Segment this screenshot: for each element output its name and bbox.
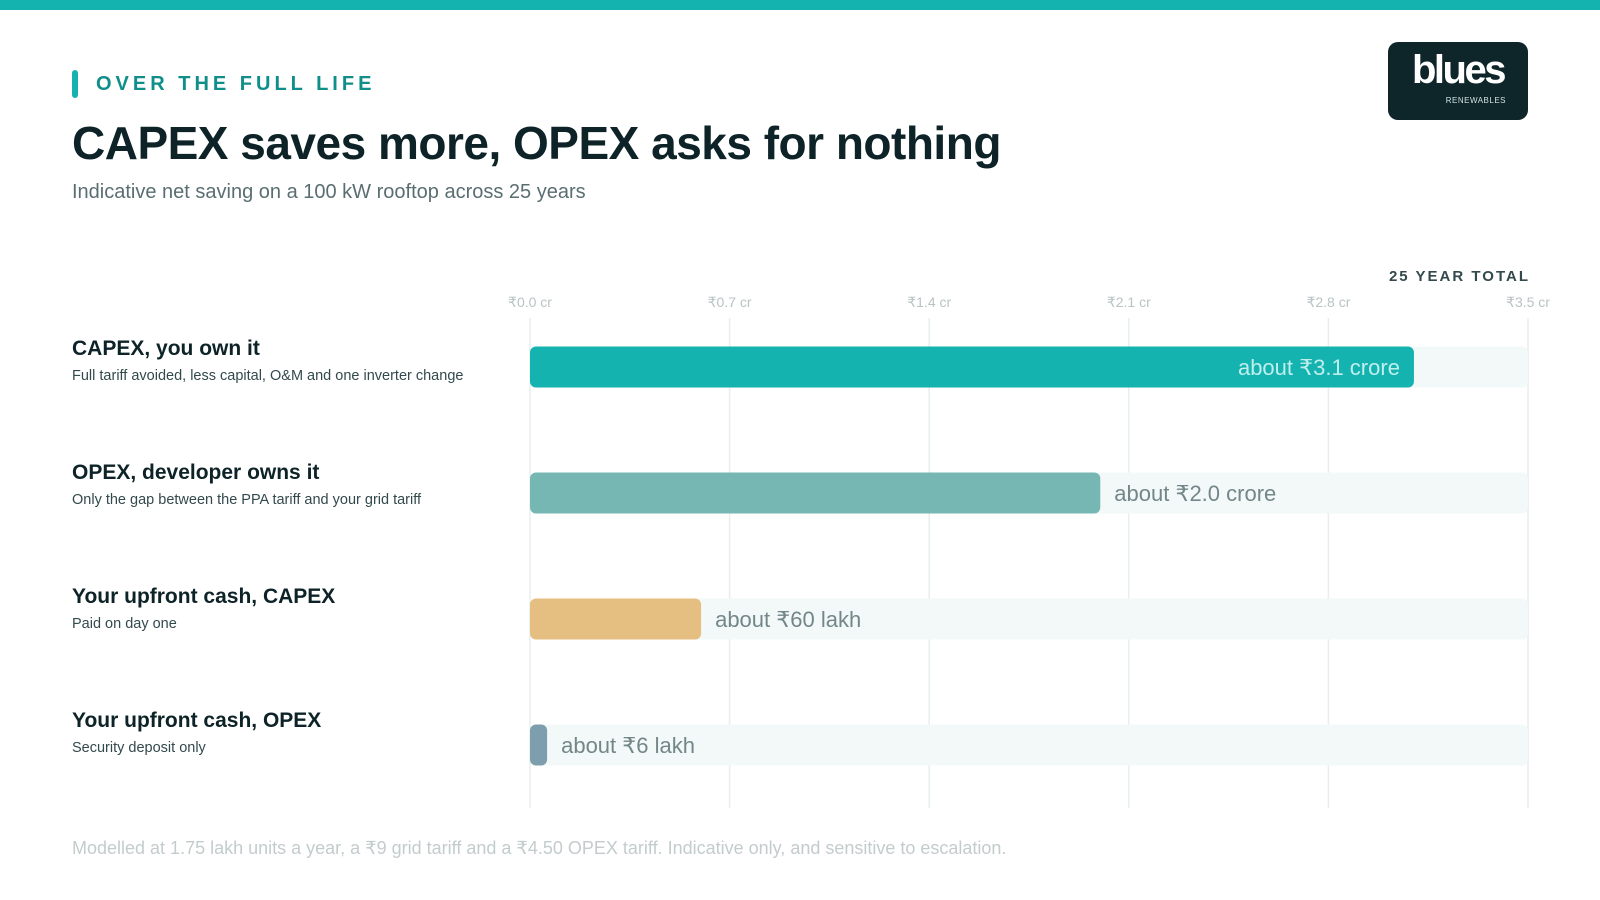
bar <box>530 346 1414 388</box>
logo-wordmark: blues <box>1412 48 1506 92</box>
row-label-upfront-opex: Your upfront cash, OPEX Security deposit… <box>72 709 321 756</box>
bar-value-label: about ₹3.1 crore <box>1238 355 1400 380</box>
page-title: CAPEX saves more, OPEX asks for nothing <box>72 117 1001 169</box>
row-description: Security deposit only <box>72 740 206 756</box>
row-description: Full tariff avoided, less capital, O&M a… <box>72 368 464 384</box>
row-description: Paid on day one <box>72 616 177 632</box>
kicker-text: OVER THE FULL LIFE <box>96 72 376 95</box>
kicker-accent-bar <box>72 70 78 98</box>
top-accent-stripe <box>0 0 1600 10</box>
bar-track <box>530 724 1528 766</box>
bar <box>530 598 702 640</box>
x-tick-label: ₹0.7 cr <box>708 294 752 310</box>
column-header-total: 25 YEAR TOTAL <box>1388 268 1530 285</box>
bar <box>530 724 548 766</box>
footnote: Modelled at 1.75 lakh units a year, a ₹9… <box>72 838 1007 858</box>
row-title: Your upfront cash, CAPEX <box>72 585 336 608</box>
bar-value-label: about ₹60 lakh <box>715 607 861 632</box>
bar <box>530 472 1101 514</box>
row-title: Your upfront cash, OPEX <box>72 709 322 732</box>
x-tick-label: ₹0.0 cr <box>508 294 552 310</box>
x-tick-label: ₹2.8 cr <box>1306 294 1350 310</box>
row-title: CAPEX, you own it <box>72 337 260 360</box>
blues-logo: blues RENEWABLES <box>1388 42 1528 120</box>
row-description: Only the gap between the PPA tariff and … <box>72 492 422 508</box>
kicker: OVER THE FULL LIFE <box>72 70 375 98</box>
x-tick-label: ₹3.5 cr <box>1506 294 1550 310</box>
row-title: OPEX, developer owns it <box>72 461 320 484</box>
row-label-upfront-capex: Your upfront cash, CAPEX Paid on day one <box>72 585 335 632</box>
bar-value-label: about ₹2.0 crore <box>1114 481 1276 506</box>
x-tick-label: ₹1.4 cr <box>907 294 951 310</box>
row-label-capex-own: CAPEX, you own it Full tariff avoided, l… <box>72 337 463 384</box>
bar-track <box>530 598 1528 640</box>
bar-value-label: about ₹6 lakh <box>561 733 695 758</box>
row-label-opex-developer: OPEX, developer owns it Only the gap bet… <box>72 461 421 508</box>
logo-subtext: RENEWABLES <box>1445 96 1506 105</box>
x-tick-label: ₹2.1 cr <box>1107 294 1151 310</box>
page-subtitle: Indicative net saving on a 100 kW roofto… <box>72 181 586 203</box>
